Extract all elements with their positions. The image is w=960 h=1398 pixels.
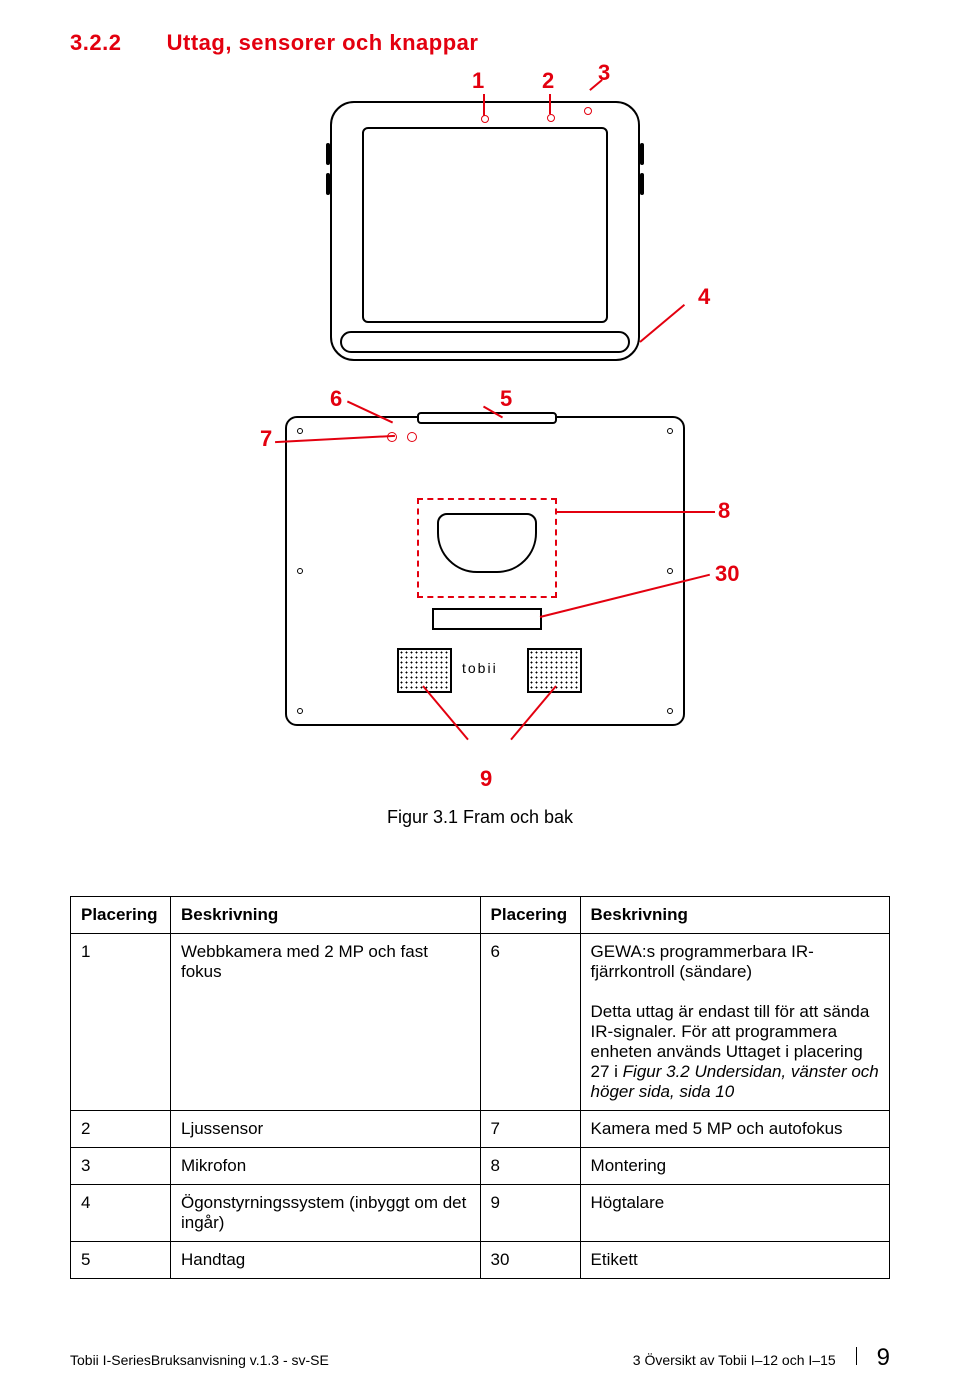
footer-separator bbox=[856, 1347, 857, 1365]
table-row: 5 Handtag 30 Etikett bbox=[71, 1242, 890, 1279]
table-row: 4 Ögonstyrningssystem (inbyggt om det in… bbox=[71, 1185, 890, 1242]
device-back-outline: tobii bbox=[285, 416, 685, 726]
screw-icon bbox=[667, 428, 673, 434]
section-heading: 3.2.2 Uttag, sensorer och knappar bbox=[70, 30, 890, 56]
callout-7: 7 bbox=[260, 426, 272, 452]
cell-beskrivning: GEWA:s programmerbara IR-fjärrkontroll (… bbox=[580, 934, 889, 1111]
side-button bbox=[326, 143, 330, 165]
handle bbox=[417, 412, 557, 424]
table-header: Placering bbox=[480, 897, 580, 934]
cell-placering: 8 bbox=[480, 1148, 580, 1185]
section-title: Uttag, sensorer och knappar bbox=[167, 30, 479, 55]
leader-line bbox=[549, 94, 551, 114]
footer-left: Tobii I-SeriesBruksanvisning v.1.3 - sv-… bbox=[70, 1352, 329, 1368]
cell-beskrivning: Handtag bbox=[170, 1242, 480, 1279]
screw-icon bbox=[297, 428, 303, 434]
cell-placering: 30 bbox=[480, 1242, 580, 1279]
sensor-dot-2 bbox=[547, 114, 555, 122]
table-header: Beskrivning bbox=[580, 897, 889, 934]
cell-beskrivning: Kamera med 5 MP och autofokus bbox=[580, 1111, 889, 1148]
description-table: Placering Beskrivning Placering Beskrivn… bbox=[70, 896, 890, 1279]
cell-beskrivning: Montering bbox=[580, 1148, 889, 1185]
sensor-dot-3 bbox=[584, 107, 592, 115]
screw-icon bbox=[297, 568, 303, 574]
label-plate bbox=[432, 608, 542, 630]
screw-icon bbox=[667, 568, 673, 574]
cell-beskrivning: Webbkamera med 2 MP och fast fokus bbox=[170, 934, 480, 1111]
table-row: 3 Mikrofon 8 Montering bbox=[71, 1148, 890, 1185]
camera-dot bbox=[407, 432, 417, 442]
cell-placering: 3 bbox=[71, 1148, 171, 1185]
leader-line bbox=[483, 94, 485, 116]
page-footer: Tobii I-SeriesBruksanvisning v.1.3 - sv-… bbox=[70, 1344, 890, 1372]
cell-beskrivning: Mikrofon bbox=[170, 1148, 480, 1185]
callout-8: 8 bbox=[718, 498, 730, 524]
table-header: Placering bbox=[71, 897, 171, 934]
callout-4: 4 bbox=[698, 284, 710, 310]
page-number: 9 bbox=[877, 1344, 890, 1372]
cell-placering: 2 bbox=[71, 1111, 171, 1148]
cell-beskrivning: Ögonstyrningssystem (inbyggt om det ingå… bbox=[170, 1185, 480, 1242]
cell-text-italic: Figur 3.2 Undersidan, vänster och höger … bbox=[591, 1062, 879, 1101]
cell-placering: 9 bbox=[480, 1185, 580, 1242]
callout-9: 9 bbox=[480, 766, 492, 792]
cell-beskrivning: Ljussensor bbox=[170, 1111, 480, 1148]
figure-caption: Figur 3.1 Fram och bak bbox=[200, 807, 760, 828]
callout-30: 30 bbox=[715, 561, 739, 587]
table-row: 2 Ljussensor 7 Kamera med 5 MP och autof… bbox=[71, 1111, 890, 1148]
table-header-row: Placering Beskrivning Placering Beskrivn… bbox=[71, 897, 890, 934]
callout-2: 2 bbox=[542, 68, 554, 94]
side-button bbox=[326, 173, 330, 195]
callout-5: 5 bbox=[500, 386, 512, 412]
cell-placering: 5 bbox=[71, 1242, 171, 1279]
cell-beskrivning: Etikett bbox=[580, 1242, 889, 1279]
cell-placering: 7 bbox=[480, 1111, 580, 1148]
side-button bbox=[640, 173, 644, 195]
side-button bbox=[640, 143, 644, 165]
cell-placering: 6 bbox=[480, 934, 580, 1111]
leader-line bbox=[555, 511, 715, 513]
table-row: 1 Webbkamera med 2 MP och fast fokus 6 G… bbox=[71, 934, 890, 1111]
brand-logo: tobii bbox=[462, 660, 498, 676]
screw-icon bbox=[297, 708, 303, 714]
mount-bracket bbox=[437, 513, 537, 573]
device-screen bbox=[362, 127, 608, 323]
section-number: 3.2.2 bbox=[70, 30, 160, 56]
table-header: Beskrivning bbox=[170, 897, 480, 934]
callout-6: 6 bbox=[330, 386, 342, 412]
cell-beskrivning: Högtalare bbox=[580, 1185, 889, 1242]
figure-diagram: 1 2 3 4 tobii 5 6 bbox=[200, 66, 760, 886]
leader-line bbox=[639, 304, 685, 343]
footer-chapter: 3 Översikt av Tobii I–12 och I–15 bbox=[633, 1352, 836, 1368]
device-eyetracker-bar bbox=[340, 331, 630, 353]
cell-placering: 1 bbox=[71, 934, 171, 1111]
screw-icon bbox=[667, 708, 673, 714]
cell-text: GEWA:s programmerbara IR-fjärrkontroll (… bbox=[591, 942, 814, 981]
sensor-dot-1 bbox=[481, 115, 489, 123]
cell-placering: 4 bbox=[71, 1185, 171, 1242]
device-front-outline bbox=[330, 101, 640, 361]
callout-1: 1 bbox=[472, 68, 484, 94]
